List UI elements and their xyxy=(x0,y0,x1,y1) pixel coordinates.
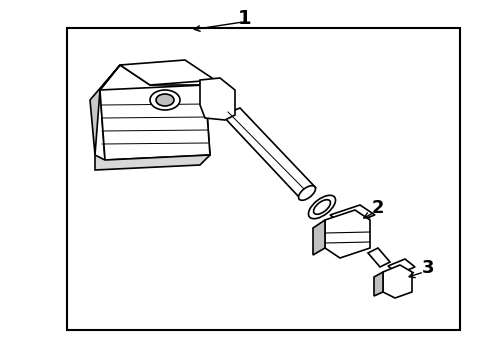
Ellipse shape xyxy=(150,90,180,110)
Polygon shape xyxy=(382,265,411,298)
Ellipse shape xyxy=(156,94,174,106)
Text: 2: 2 xyxy=(371,199,384,217)
Polygon shape xyxy=(373,272,382,296)
Polygon shape xyxy=(200,78,235,120)
Polygon shape xyxy=(90,65,120,155)
Polygon shape xyxy=(95,155,209,170)
Ellipse shape xyxy=(313,200,330,214)
Polygon shape xyxy=(367,248,389,267)
Polygon shape xyxy=(325,210,369,258)
Text: 3: 3 xyxy=(421,259,433,277)
Polygon shape xyxy=(329,205,374,225)
Polygon shape xyxy=(120,60,215,85)
Polygon shape xyxy=(312,220,325,255)
Polygon shape xyxy=(387,259,414,274)
Polygon shape xyxy=(222,108,315,196)
Polygon shape xyxy=(100,65,209,160)
Bar xyxy=(67,28,459,330)
Ellipse shape xyxy=(308,195,335,219)
Text: 1: 1 xyxy=(238,9,251,27)
Polygon shape xyxy=(100,85,209,160)
Ellipse shape xyxy=(298,186,315,200)
